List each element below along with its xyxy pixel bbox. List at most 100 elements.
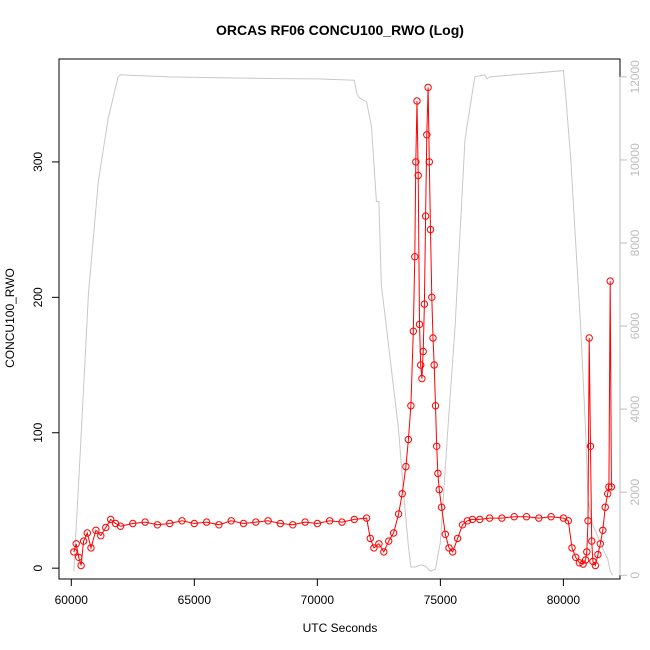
data-point <box>301 518 309 526</box>
data-point <box>429 334 437 342</box>
data-point <box>599 526 607 534</box>
data-point <box>420 300 429 308</box>
data-point <box>458 521 467 529</box>
data-point <box>252 518 260 526</box>
data-layer <box>70 83 616 570</box>
data-point <box>178 517 186 525</box>
data-point <box>385 537 393 545</box>
data-point <box>423 131 431 139</box>
data-point <box>70 548 78 556</box>
x-tick-label: 60000 <box>55 593 89 607</box>
data-point <box>588 537 596 545</box>
data-point <box>437 503 446 511</box>
data-point <box>547 513 555 521</box>
data-point <box>424 83 432 92</box>
data-point <box>326 517 334 525</box>
data-point <box>190 519 199 528</box>
data-point <box>434 469 442 478</box>
data-point <box>153 521 162 529</box>
data-point <box>77 561 85 570</box>
y-tick-label: 200 <box>31 287 45 307</box>
data-point <box>402 462 410 471</box>
data-point <box>535 514 543 522</box>
data-point <box>418 374 426 383</box>
y2-tick-label: 4000 <box>628 395 642 422</box>
data-point <box>435 485 443 494</box>
data-point <box>463 517 472 525</box>
data-point <box>398 490 406 498</box>
y2-axis: 0 2000 4000 6000 8000 10000 12000 <box>619 60 642 579</box>
data-point <box>572 553 580 561</box>
x-tick-label: 75000 <box>424 593 458 607</box>
data-point <box>417 361 425 369</box>
data-point <box>421 212 430 220</box>
data-point <box>102 523 110 532</box>
data-point <box>594 550 602 559</box>
data-point <box>394 510 403 518</box>
data-point <box>411 253 419 261</box>
x-tick-label: 70000 <box>301 593 335 607</box>
data-point <box>404 435 413 444</box>
data-point <box>264 517 272 525</box>
data-point <box>87 544 95 552</box>
y2-tick-label: 8000 <box>628 229 642 256</box>
data-point <box>276 519 285 528</box>
data-point <box>72 540 80 548</box>
data-point <box>97 532 105 540</box>
data-point <box>596 540 604 548</box>
data-point <box>430 361 438 369</box>
data-point <box>129 519 137 528</box>
y2-tick-label: 2000 <box>628 479 642 506</box>
data-point <box>431 402 440 410</box>
data-point <box>338 518 346 526</box>
data-point <box>591 561 600 570</box>
x-tick-label: 80000 <box>547 593 581 607</box>
series-line <box>73 87 612 567</box>
data-point <box>419 347 427 356</box>
data-point <box>415 320 424 329</box>
data-point <box>601 503 609 511</box>
data-point <box>141 518 149 526</box>
x-axis: 60000 65000 70000 75000 80000 <box>55 578 581 607</box>
data-point <box>227 517 235 525</box>
data-point <box>564 517 572 525</box>
data-point <box>407 402 415 410</box>
y2-tick-label: 10000 <box>628 143 642 177</box>
data-point <box>476 515 484 524</box>
data-point <box>575 559 584 567</box>
x-axis-label: UTC Seconds <box>303 621 378 635</box>
data-point <box>366 534 374 543</box>
data-point <box>412 158 420 166</box>
y-axis: 0 100 200 300 <box>31 152 60 572</box>
data-point <box>380 548 388 556</box>
data-point <box>441 530 449 538</box>
data-point <box>239 519 248 528</box>
plot-frame <box>58 58 621 580</box>
altitude-layer <box>73 70 614 576</box>
y-axis-label: CONCU100_RWO <box>3 268 17 368</box>
data-point <box>585 334 593 342</box>
data-point <box>116 522 125 530</box>
y-tick-label: 100 <box>31 422 45 442</box>
data-point <box>522 513 531 521</box>
data-point <box>607 483 616 491</box>
data-point <box>92 526 100 534</box>
data-point <box>313 519 322 528</box>
data-point <box>581 556 590 564</box>
data-point <box>414 171 422 180</box>
data-point <box>389 529 398 537</box>
data-point <box>75 553 83 561</box>
data-point <box>604 490 612 498</box>
y-tick-label: 300 <box>31 152 45 172</box>
data-point <box>433 442 441 450</box>
data-point <box>485 514 494 522</box>
data-point <box>426 225 435 234</box>
altitude-line <box>73 70 614 576</box>
data-point <box>375 540 383 548</box>
data-point <box>289 521 297 529</box>
data-point <box>510 513 518 521</box>
y2-tick-label: 6000 <box>628 312 642 339</box>
data-point <box>498 514 506 522</box>
data-point <box>583 548 591 556</box>
